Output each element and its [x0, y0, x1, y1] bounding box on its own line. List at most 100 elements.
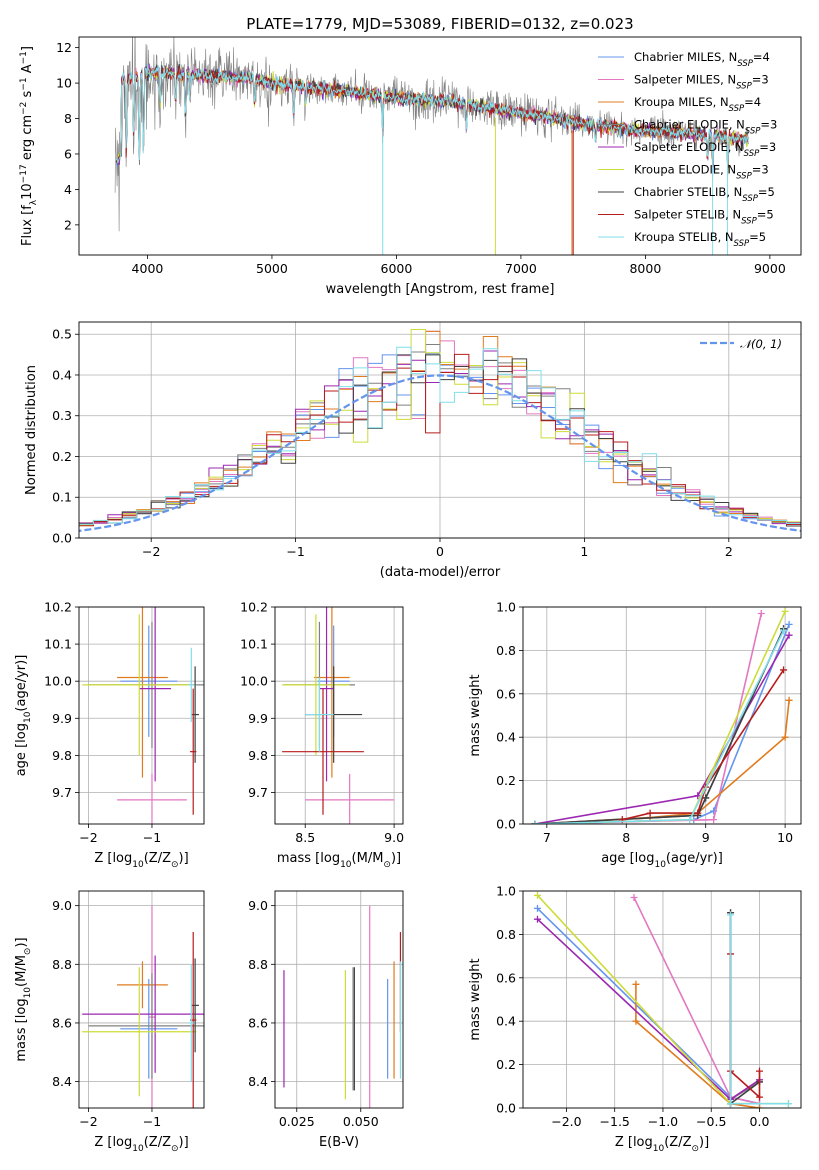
y-tick-label: 10.0 — [240, 674, 268, 689]
x-axis-label: E(B-V) — [319, 1135, 359, 1150]
mass-weight-marker — [780, 627, 788, 635]
mass-weight-marker — [686, 816, 694, 824]
y-tick-label: 9.8 — [248, 748, 268, 763]
mass-weight-line-4 — [534, 634, 790, 824]
x-tick-label: −1 — [286, 544, 304, 559]
mass-weight-line-5 — [534, 610, 786, 824]
mass-weight-marker — [727, 911, 735, 919]
y-tick-label: 12 — [56, 40, 72, 55]
y-tick-label: 0.6 — [496, 970, 516, 985]
x-tick-label: −1 — [143, 830, 161, 845]
x-tick-label: 10 — [777, 830, 793, 845]
axes-frame — [274, 606, 404, 825]
x-tick-label: −0.5 — [696, 1114, 726, 1129]
y-tick-label: 8.4 — [248, 1074, 268, 1089]
mass-weight-marker — [533, 904, 541, 912]
x-axis-label: wavelength [Angstrom, rest frame] — [326, 282, 555, 297]
y-tick-label: 8.8 — [248, 957, 268, 972]
mass-weight-marker — [780, 666, 788, 674]
x-axis-label: Z [log10(Z/Z⊙)] — [615, 1135, 709, 1154]
y-axis-label: Normed distribution — [24, 365, 39, 495]
y-tick-label: 1.0 — [496, 600, 516, 615]
y-tick-label: 9.9 — [248, 711, 268, 726]
legend-label-2: Kroupa MILES, NSSP=4 — [634, 95, 761, 114]
mass-weight-line-4 — [536, 918, 760, 1101]
legend-label-3: Chabrier ELODIE, NSSP=3 — [634, 118, 777, 137]
massweight_vs_age-panel: 7 8 9 10 0.0 0.2 0.4 0.6 0.8 1.0 age [log10(age/yr… — [468, 600, 802, 870]
mass-weight-marker — [702, 794, 710, 802]
x-tick-label: −2.0 — [551, 1114, 581, 1129]
mass-weight-marker — [533, 891, 541, 899]
y-tick-label: 9.0 — [248, 898, 268, 913]
x-tick-label: −2 — [79, 1114, 97, 1129]
age_vs_mass-plot-area — [282, 607, 395, 824]
y-tick-label: 2 — [64, 217, 72, 232]
mass-weight-marker — [785, 696, 793, 704]
mass-weight-marker — [755, 1104, 763, 1108]
y-tick-label: 0.8 — [496, 927, 516, 942]
mass-weight-marker — [710, 816, 718, 824]
y-tick-label: 8.4 — [52, 1074, 72, 1089]
y-tick-label: 0.6 — [496, 686, 516, 701]
y-tick-label: 8.6 — [248, 1015, 268, 1030]
age_vs_mass-panel: 8.5 9.0 9.7 9.8 9.9 10.0 10.1 10.2 mass [log10(M… — [240, 600, 404, 871]
x-tick-label: 5000 — [256, 261, 288, 276]
x-tick-label: 7000 — [505, 261, 537, 276]
mass-weight-marker — [630, 894, 638, 902]
axes-frame — [522, 606, 802, 825]
legend-label-6: Chabrier STELIB, NSSP=5 — [634, 185, 775, 204]
y-axis-label: mass [log10(M/M⊙)] — [14, 937, 33, 1061]
figure-title: PLATE=1779, MJD=53089, FIBERID=0132, z=0… — [246, 15, 633, 33]
mass-weight-line-1 — [534, 613, 763, 824]
legend-label-normal: 𝒩(0, 1) — [740, 337, 782, 351]
y-tick-label: 9.9 — [52, 711, 72, 726]
x-tick-label: 4000 — [132, 261, 164, 276]
mass-weight-line-0 — [536, 907, 760, 1105]
y-tick-label: 0.0 — [52, 531, 72, 546]
y-axis-label: mass weight — [468, 674, 483, 756]
y-tick-label: 0.0 — [496, 1101, 516, 1116]
spectrum-legend: Chabrier MILES, NSSP=4 Salpeter MILES, NS… — [598, 50, 777, 249]
x-tick-label: 0.025 — [279, 1114, 315, 1129]
mass_vs_ebv-panel: 0.025 0.050 8.4 8.6 8.8 9.0 E(B-V) — [248, 890, 404, 1150]
x-tick-label: −1.0 — [648, 1114, 678, 1129]
mass-weight-marker — [757, 610, 765, 618]
y-tick-label: 0.4 — [496, 1014, 516, 1029]
mass-weight-line-7 — [622, 669, 785, 821]
y-tick-label: 0.8 — [496, 643, 516, 658]
mass-weight-line-3 — [729, 912, 760, 1101]
mass-weight-marker — [632, 980, 640, 988]
y-tick-label: 0.4 — [496, 730, 516, 745]
legend-label-1: Salpeter MILES, NSSP=3 — [634, 73, 769, 92]
mass-weight-marker — [755, 1067, 763, 1075]
x-axis-label: age [log10(age/yr)] — [601, 851, 723, 870]
axes-frame — [78, 606, 205, 825]
y-axis-label: Flux [fλ10−17 erg cm−2 s−1 A−1] — [19, 46, 39, 246]
mass-weight-marker — [785, 620, 793, 628]
legend-label-0: Chabrier MILES, NSSP=4 — [634, 50, 770, 69]
mass-weight-line-1 — [633, 897, 760, 1105]
mass-weight-marker — [531, 820, 539, 824]
residuals-plot-area — [79, 329, 801, 533]
legend-label-5: Kroupa ELODIE, NSSP=3 — [634, 163, 769, 182]
y-tick-label: 9.8 — [52, 748, 72, 763]
x-tick-label: 8.5 — [295, 830, 315, 845]
mass-weight-marker — [646, 809, 654, 817]
y-tick-label: 0.2 — [52, 449, 72, 464]
mass-weight-marker — [533, 915, 541, 923]
mass-weight-marker — [755, 1093, 763, 1101]
x-tick-label: 0 — [436, 544, 444, 559]
x-tick-label: 1 — [580, 544, 588, 559]
y-tick-label: 0.5 — [52, 327, 72, 342]
mass_vs_Z-plot-area — [82, 905, 204, 1108]
normal-reference-curve — [79, 374, 801, 533]
y-tick-label: 0.3 — [52, 408, 72, 423]
y-tick-label: 0.0 — [496, 817, 516, 832]
age_vs_Z-panel: −2 −1 9.7 9.8 9.9 10.0 10.1 10.2 Z [log10(Z/Z⊙)]… — [14, 600, 205, 870]
spectrum-plot-area — [114, 37, 749, 255]
x-tick-label: 0.0 — [750, 1114, 770, 1129]
y-tick-label: 1.0 — [496, 884, 516, 899]
mass-weight-line-6 — [534, 628, 785, 824]
legend-label-4: Salpeter ELODIE, NSSP=3 — [634, 140, 776, 159]
axes-frame — [522, 890, 802, 1109]
